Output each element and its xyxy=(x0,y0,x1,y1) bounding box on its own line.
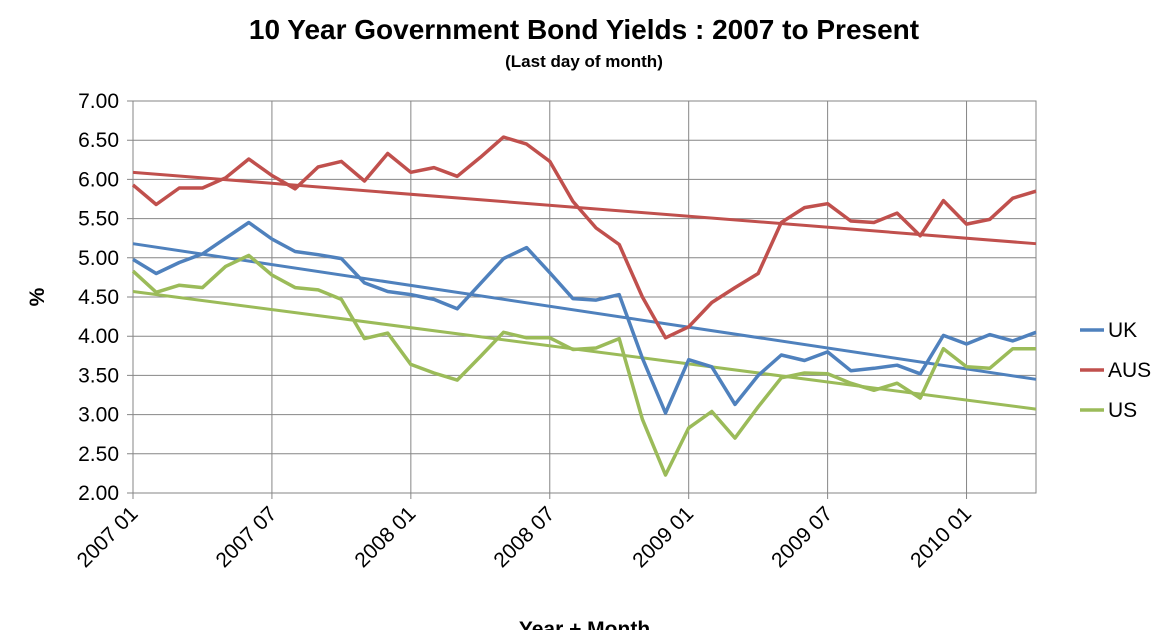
y-tick-label: 3.50 xyxy=(78,364,119,387)
x-tick-label: 2007 07 xyxy=(212,502,282,572)
x-tick-label: 2008 07 xyxy=(489,502,559,572)
y-axis-label: % xyxy=(26,287,49,306)
x-tick-label: 2008 01 xyxy=(350,502,420,572)
x-tick-label: 2009 07 xyxy=(767,502,837,572)
y-tick-label: 4.50 xyxy=(78,286,119,309)
series-line-us xyxy=(131,253,1036,477)
legend-label-uk: UK xyxy=(1108,319,1137,342)
y-tick-label: 3.00 xyxy=(78,404,119,427)
y-tick-label: 5.00 xyxy=(78,247,119,270)
trendline-uk xyxy=(132,242,1037,381)
y-tick-label: 2.50 xyxy=(78,443,119,466)
chart-subtitle: (Last day of month) xyxy=(505,52,663,71)
y-tick-label: 2.00 xyxy=(78,482,119,505)
y-tick-label: 6.00 xyxy=(78,168,119,191)
y-tick-label: 5.50 xyxy=(78,208,119,231)
chart-title: 10 Year Government Bond Yields : 2007 to… xyxy=(248,14,920,45)
series-line-aus xyxy=(131,135,1037,340)
y-tick-label: 4.00 xyxy=(78,325,119,348)
x-tick-label: 2007 01 xyxy=(73,502,143,572)
y-tick-label: 6.50 xyxy=(78,129,119,152)
trendline-aus xyxy=(132,170,1037,246)
legend-label-us: US xyxy=(1108,399,1137,422)
x-axis-label: Year + Month xyxy=(519,618,650,630)
series-line-uk xyxy=(132,220,1037,415)
legend-label-aus: AUS xyxy=(1108,359,1151,382)
x-tick-label: 2010 01 xyxy=(906,502,976,572)
x-tick-label: 2009 01 xyxy=(628,502,698,572)
y-tick-label: 7.00 xyxy=(78,90,119,113)
